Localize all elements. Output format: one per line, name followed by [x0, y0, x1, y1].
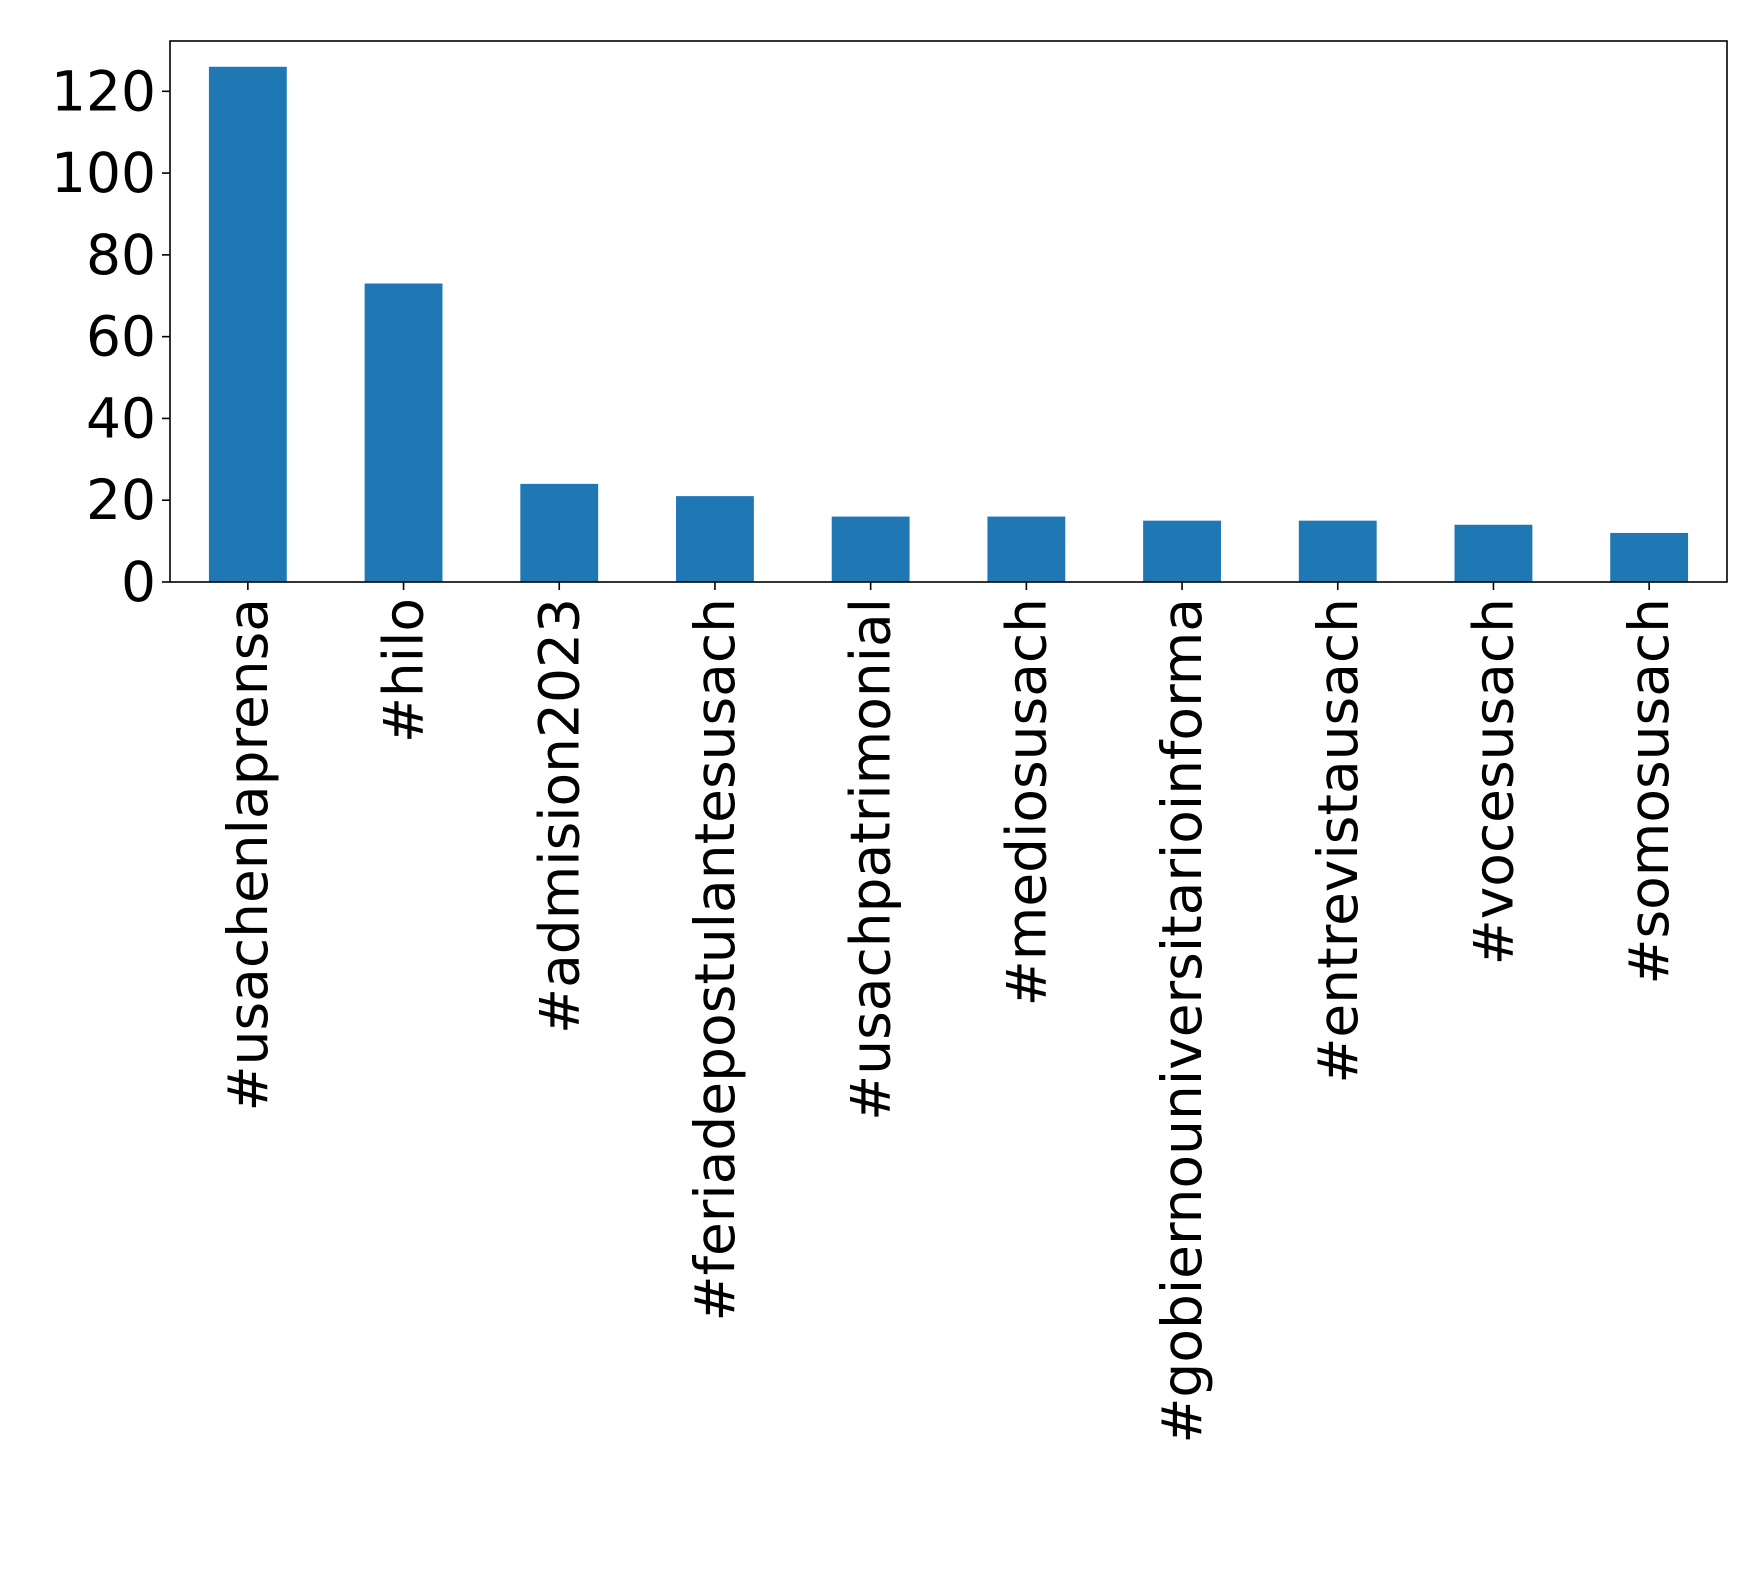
bar	[364, 283, 443, 582]
x-tick-label: #feriadepostulantesusach	[683, 598, 747, 1322]
x-tick-label: #entrevistausach	[1306, 598, 1370, 1084]
x-tick-label: #vocesusach	[1461, 598, 1525, 965]
x-tick-label: #admision2023	[527, 598, 591, 1034]
x-tick-label: #usachenlaprensa	[216, 598, 280, 1111]
x-tick-label: #hilo	[372, 598, 436, 743]
y-axis-ticks: 0 20 40 60 80 100 120	[51, 59, 170, 614]
y-tick-label: 60	[86, 305, 156, 369]
y-tick-label: 120	[51, 59, 156, 123]
y-tick-label: 100	[51, 141, 156, 205]
x-tick-label: #mediosusach	[994, 598, 1058, 1006]
y-tick-label: 0	[121, 550, 156, 614]
x-tick-label: #somosusach	[1617, 598, 1681, 985]
bar	[676, 496, 754, 582]
y-tick-label: 20	[86, 468, 156, 532]
x-tick-label: #usachpatrimonial	[839, 598, 903, 1121]
bar	[208, 66, 287, 582]
bar	[520, 483, 599, 582]
bar	[1298, 520, 1377, 582]
bars-group	[208, 66, 1689, 582]
bar	[1143, 520, 1221, 582]
x-axis-ticks: #usachenlaprensa #hilo #admision2023 #feria…	[216, 582, 1681, 1444]
y-tick-label: 40	[86, 386, 156, 450]
bar	[1610, 532, 1689, 582]
y-tick-label: 80	[86, 223, 156, 287]
x-tick-label: #gobiernouniversitarioinforma	[1150, 598, 1214, 1444]
bar	[831, 516, 910, 582]
plot-frame	[169, 40, 1728, 583]
bar	[987, 516, 1066, 582]
bar	[1454, 524, 1533, 582]
